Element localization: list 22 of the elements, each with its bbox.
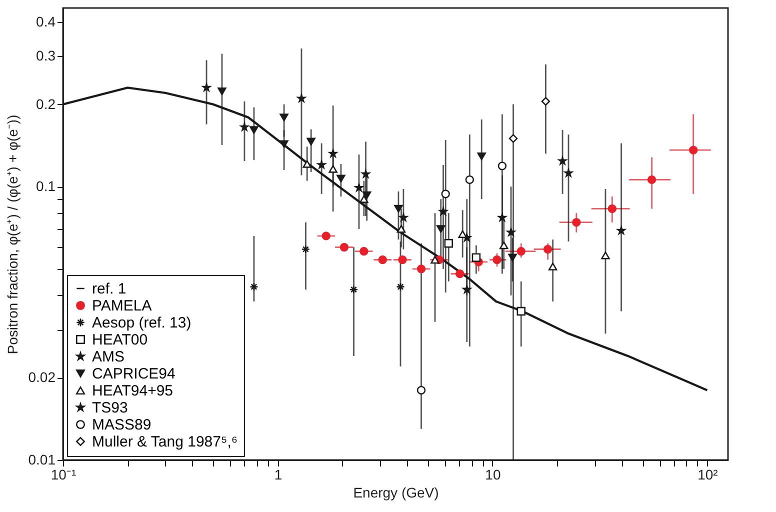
y-tick-label: 0.3 [36, 48, 56, 64]
x-tick-label: 1 [274, 466, 282, 482]
legend-label: CAPRICE94 [92, 366, 176, 382]
y-tick-label: 0.02 [28, 369, 56, 386]
y-tick-label: 0.4 [36, 13, 56, 30]
legend-label: ref. 1 [92, 280, 126, 298]
legend-label: MASS89 [92, 416, 152, 434]
x-tick-label: 10⁻¹ [50, 466, 76, 482]
legend-label: Muller & Tang 1987⁵,⁶ [92, 434, 238, 450]
legend-label: HEAT94+95 [92, 382, 174, 400]
x-tick-label: 10 [485, 466, 501, 482]
legend-label: Aesop (ref. 13) [92, 314, 192, 332]
legend-label: PAMELA [92, 298, 152, 314]
y-tick-label: 0.1 [36, 178, 56, 194]
legend-label: HEAT00 [92, 332, 148, 348]
legend-label: TS93 [92, 400, 128, 416]
legend-label: AMS [92, 348, 125, 366]
x-tick-label: 10² [698, 466, 718, 482]
y-tick-label: 0.01 [28, 452, 56, 468]
y-tick-label: 0.2 [36, 96, 56, 112]
x-axis-title: Energy (GeV) [353, 484, 439, 500]
y-axis-title: Positron fraction, φ(e⁺) / (φ(e⁺) + φ(e⁻)) [4, 114, 20, 354]
